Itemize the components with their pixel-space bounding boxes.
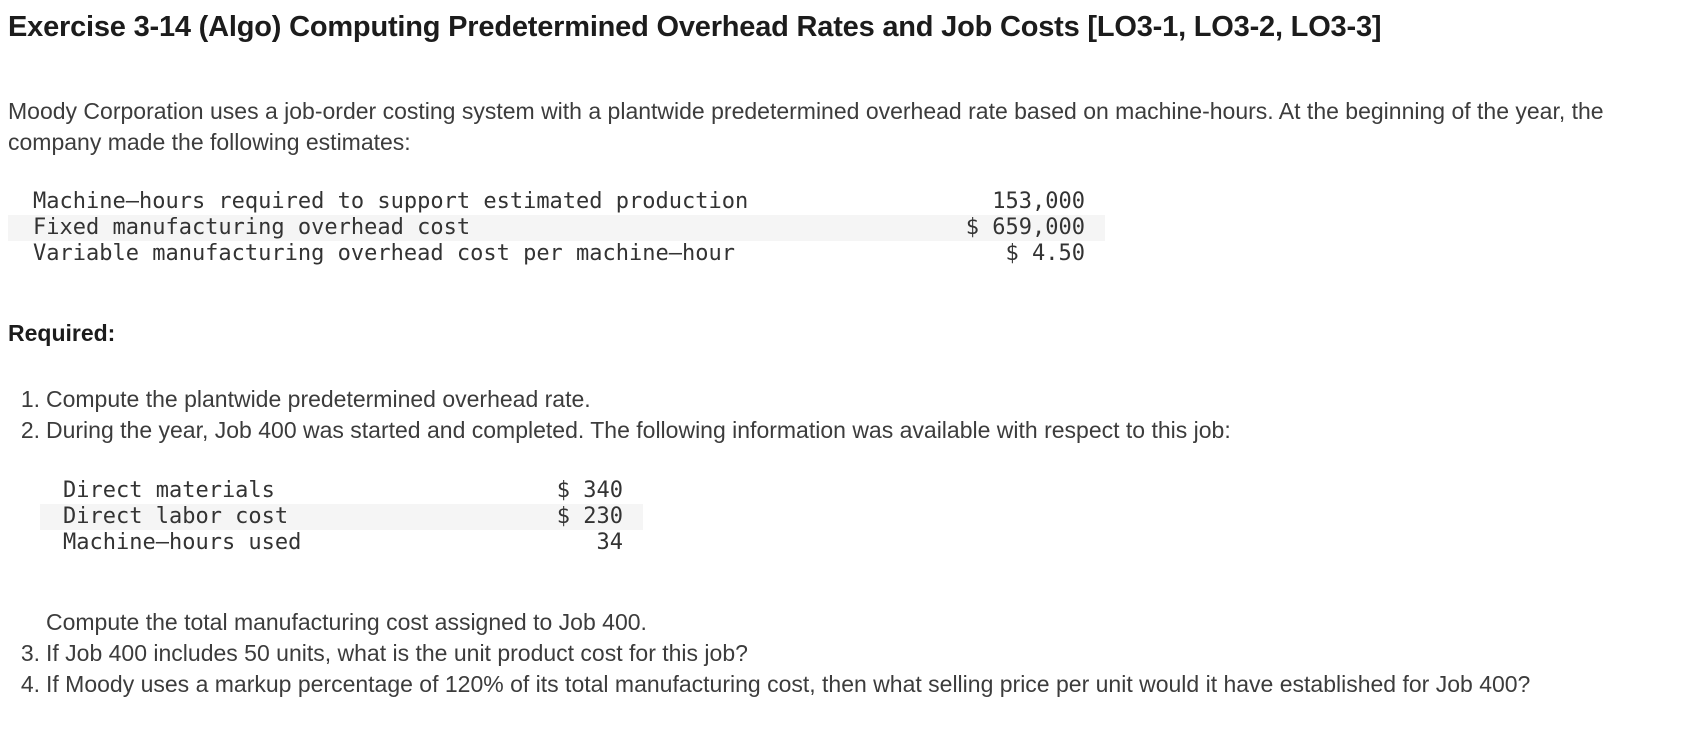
requirement-item-1: 1. Compute the plantwide predetermined o… [8, 384, 1682, 415]
requirements-list-continued: 3. If Job 400 includes 50 units, what is… [8, 638, 1682, 700]
estimates-row-value: 153,000 [992, 189, 1085, 214]
job-row-label: Direct materials [63, 478, 275, 503]
requirement-text: During the year, Job 400 was started and… [46, 417, 1231, 443]
requirement-number: 4. [20, 671, 40, 697]
job-row-value: $ 340 [556, 478, 623, 503]
estimates-row-label: Fixed manufacturing overhead cost [33, 215, 471, 240]
estimates-table: Machine–hours required to support estima… [8, 189, 1682, 267]
requirement-text: Compute the plantwide predetermined over… [46, 386, 591, 412]
requirement-number: 2. [20, 417, 40, 443]
job-table-row: Machine–hours used 34 [40, 530, 643, 556]
estimates-table-row: Machine–hours required to support estima… [8, 189, 1105, 215]
estimates-row-label: Variable manufacturing overhead cost per… [33, 241, 735, 266]
estimates-table-row: Fixed manufacturing overhead cost $ 659,… [8, 215, 1105, 241]
job-table-row: Direct materials $ 340 [40, 478, 643, 504]
requirement-text: If Moody uses a markup percentage of 120… [46, 671, 1531, 697]
job-row-value: 34 [596, 530, 624, 555]
estimates-table-row: Variable manufacturing overhead cost per… [8, 241, 1105, 267]
job-400-table: Direct materials $ 340 Direct labor cost… [40, 478, 1682, 556]
job-table-row: Direct labor cost $ 230 [40, 504, 643, 530]
requirement-2-continuation: Compute the total manufacturing cost ass… [46, 609, 647, 635]
job-row-label: Direct labor cost [63, 504, 289, 529]
requirement-item-4: 4. If Moody uses a markup percentage of … [8, 669, 1682, 700]
requirement-text: If Job 400 includes 50 units, what is th… [46, 640, 748, 666]
estimates-row-value: $ 4.50 [1005, 241, 1085, 266]
requirement-number: 1. [20, 386, 40, 412]
job-row-label: Machine–hours used [63, 530, 302, 555]
intro-paragraph: Moody Corporation uses a job-order costi… [8, 98, 1604, 155]
job-row-value: $ 230 [556, 504, 623, 529]
requirement-item-2: 2. During the year, Job 400 was started … [8, 415, 1682, 446]
page-title: Exercise 3-14 (Algo) Computing Predeterm… [8, 11, 1382, 43]
requirements-list: 1. Compute the plantwide predetermined o… [8, 384, 1682, 446]
requirement-item-3: 3. If Job 400 includes 50 units, what is… [8, 638, 1682, 669]
requirement-number: 3. [20, 640, 40, 666]
estimates-row-label: Machine–hours required to support estima… [33, 189, 749, 214]
required-heading: Required: [8, 320, 116, 346]
estimates-row-value: $ 659,000 [965, 215, 1085, 240]
